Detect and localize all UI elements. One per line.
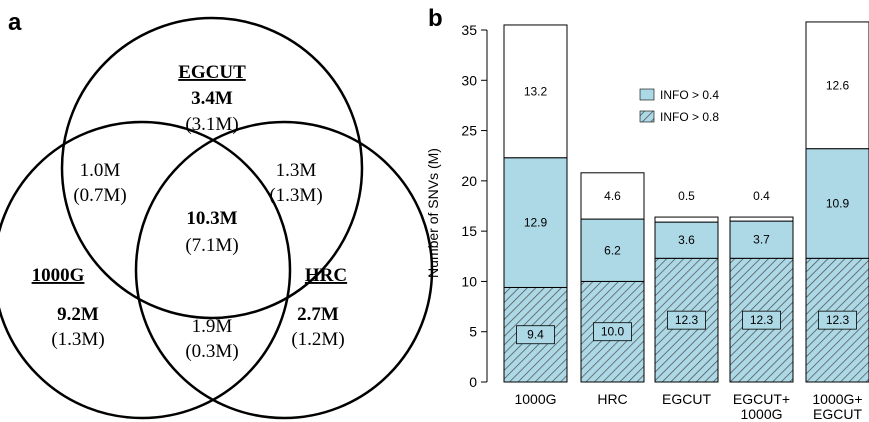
- legend-label-info08: INFO > 0.8: [660, 110, 719, 124]
- overlap-egcut-1000g-paren: (0.7M): [73, 185, 126, 206]
- legend-swatch-info08: [639, 110, 655, 123]
- bar-segment-other: [805, 21, 869, 150]
- overlap-egcut-hrc: 1.3M: [276, 160, 317, 181]
- data-label-box: [667, 310, 706, 330]
- overlap-1000g-hrc-paren: (0.3M): [185, 341, 238, 362]
- venn-panel: a EGCUT 3.4M (3.1M) 1000G 9.2M (1.3M) HR…: [0, 9, 434, 420]
- y-tick-label: 35: [461, 22, 477, 38]
- hrc-set-label: HRC: [305, 265, 347, 286]
- bar-segment-info04: [503, 157, 568, 288]
- bar-segment-info04: [580, 218, 645, 282]
- bar-segment-info04: [805, 148, 869, 259]
- overlap-egcut-hrc-paren: (1.3M): [269, 185, 322, 206]
- y-axis: 0 5 10 15 20 25 30 35: [461, 22, 488, 390]
- panel-a-letter: a: [8, 9, 22, 36]
- hrc-unique-paren: (1.2M): [291, 329, 344, 350]
- data-label: 10.9: [826, 196, 850, 210]
- data-label: 12.6: [826, 78, 850, 92]
- x-tick-label: 1000G+: [812, 391, 862, 407]
- data-label: 12.9: [524, 216, 548, 230]
- y-axis-label: Number of SNVs (M): [425, 148, 441, 278]
- data-label: 12.3: [750, 313, 774, 327]
- legend: INFO > 0.4 INFO > 0.8: [639, 88, 719, 124]
- bar-segment-other: [580, 172, 645, 220]
- x-tick-label: EGCUT: [662, 391, 711, 407]
- hrc-unique-count: 2.7M: [297, 304, 339, 325]
- bars: 9.4 12.9 13.2 10.0 6.2 4.6 12.3 3.6 0.5 12.3 3.7 0.…: [503, 21, 869, 383]
- data-label: 12.3: [675, 313, 699, 327]
- y-tick-label: 30: [461, 72, 477, 88]
- egcut-unique-paren: (3.1M): [185, 114, 238, 135]
- y-tick-label: 5: [469, 324, 477, 340]
- y-tick-label: 0: [469, 374, 477, 390]
- overlap-all-paren: (7.1M): [185, 235, 238, 256]
- 1000g-set-label: 1000G: [32, 265, 85, 286]
- y-tick-label: 15: [461, 223, 477, 239]
- data-label: 6.2: [604, 243, 621, 257]
- legend-label-info04: INFO > 0.4: [660, 88, 719, 102]
- egcut-circle: [60, 16, 364, 320]
- x-tick-label: 1000G: [740, 406, 782, 422]
- x-tick-label: EGCUT: [813, 406, 862, 422]
- data-label-box: [742, 310, 781, 330]
- egcut-unique-count: 3.4M: [191, 88, 233, 109]
- data-label: 3.6: [678, 233, 695, 247]
- data-label: 10.0: [601, 325, 625, 339]
- data-label-box: [593, 322, 632, 342]
- data-label: 3.7: [753, 233, 770, 247]
- legend-swatch-info04: [639, 88, 655, 101]
- bar-segment-info04: [729, 220, 794, 259]
- hrc-circle: [134, 120, 434, 420]
- y-tick-label: 20: [461, 173, 477, 189]
- 1000g-unique-paren: (1.3M): [51, 329, 104, 350]
- data-label: 9.4: [527, 328, 544, 342]
- 1000g-circle: [0, 120, 292, 420]
- y-tick-label: 25: [461, 123, 477, 139]
- egcut-set-label: EGCUT: [178, 62, 246, 83]
- x-tick-label: EGCUT+: [733, 391, 790, 407]
- data-label: 12.3: [826, 313, 850, 327]
- bar-segment-other: [729, 216, 794, 222]
- panel-b-letter: b: [428, 5, 443, 32]
- overlap-all: 10.3M: [186, 208, 237, 229]
- bar-segment-info04: [654, 221, 719, 259]
- data-label-box: [516, 325, 555, 345]
- x-tick-label: HRC: [597, 391, 627, 407]
- data-label: 13.2: [524, 84, 548, 98]
- data-label: 0.5: [678, 189, 695, 203]
- y-tick-label: 10: [461, 273, 477, 289]
- x-tick-label: 1000G: [514, 391, 556, 407]
- data-label: 4.6: [604, 189, 621, 203]
- overlap-1000g-hrc: 1.9M: [192, 316, 233, 337]
- bar-segment-other: [654, 216, 719, 223]
- 1000g-unique-count: 9.2M: [57, 304, 99, 325]
- data-label-box: [818, 310, 857, 330]
- data-label: 0.4: [753, 189, 770, 203]
- bar-segment-other: [503, 24, 568, 159]
- bar-panel: b Number of SNVs (M) 0 5 10 15 20 25 30 35 9.4 1…: [425, 5, 869, 422]
- overlap-egcut-1000g: 1.0M: [80, 160, 121, 181]
